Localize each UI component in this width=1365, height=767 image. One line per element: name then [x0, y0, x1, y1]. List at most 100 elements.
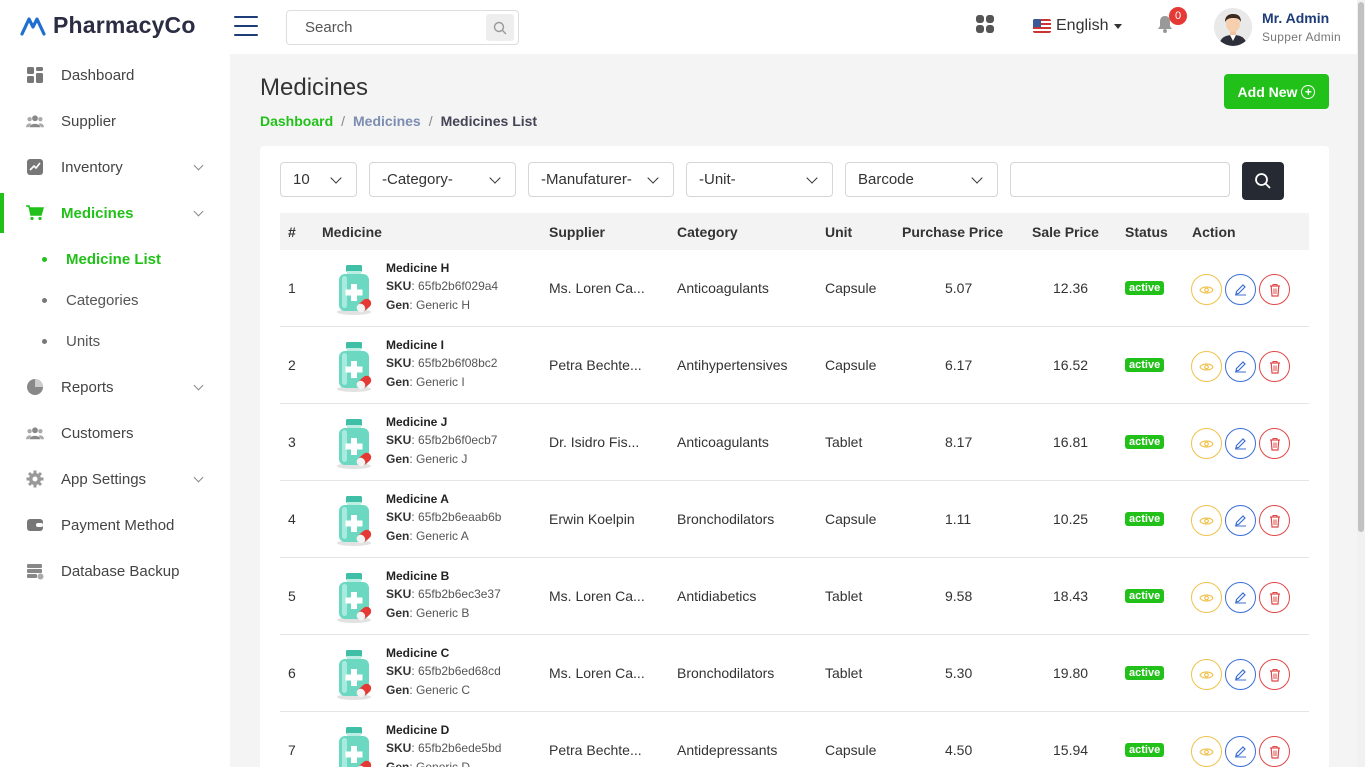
medicine-name[interactable]: Medicine J: [386, 415, 448, 429]
view-button[interactable]: [1191, 505, 1222, 536]
generic-value: Generic C: [416, 683, 471, 697]
table-row: 1 Medicine H SKU: 65fb2b6f029a4 Gen: Gen…: [280, 250, 1309, 327]
users-icon: [26, 424, 44, 442]
bullet-dot: [42, 297, 47, 303]
page-scrollbar[interactable]: [1357, 0, 1365, 767]
sku-value: 65fb2b6ede5bd: [418, 741, 502, 755]
avatar[interactable]: [1214, 8, 1252, 46]
sidebar-item-medicines[interactable]: Medicines: [0, 193, 230, 233]
manufacturer-select[interactable]: -Manufaturer-: [528, 162, 674, 197]
sidebar-item-app-settings[interactable]: App Settings: [0, 459, 230, 499]
sidebar-item-label: Medicines: [61, 204, 134, 222]
medicine-name[interactable]: Medicine B: [386, 569, 450, 583]
sidebar-subitem-categories[interactable]: Categories: [0, 283, 230, 317]
add-new-label: Add New: [1237, 83, 1298, 100]
bullet-dot: [42, 338, 47, 344]
unit-cell: Capsule: [825, 511, 877, 527]
row-number: 3: [288, 434, 296, 450]
cart-icon: [26, 204, 44, 222]
sidebar-subitem-units[interactable]: Units: [0, 324, 230, 358]
status-badge: active: [1125, 281, 1165, 295]
unit-select[interactable]: -Unit-: [686, 162, 833, 197]
delete-button[interactable]: [1259, 659, 1290, 690]
generic-value: Generic D: [416, 760, 471, 767]
supplier-cell: Ms. Loren Ca...: [549, 588, 645, 604]
plus-circle-icon: +: [1301, 84, 1316, 99]
delete-button[interactable]: [1259, 351, 1290, 382]
delete-button[interactable]: [1259, 582, 1290, 613]
medicine-sku: SKU: 65fb2b6eaab6b: [386, 510, 502, 524]
sidebar-item-database-backup[interactable]: Database Backup: [0, 551, 230, 591]
medicine-name[interactable]: Medicine C: [386, 646, 450, 660]
bell-icon[interactable]: [1156, 14, 1174, 34]
medicine-name[interactable]: Medicine A: [386, 492, 449, 506]
view-button[interactable]: [1191, 582, 1222, 613]
brand-logo[interactable]: PharmacyCo: [20, 12, 196, 39]
per-page-select[interactable]: 10: [280, 162, 357, 197]
sidebar-item-payment-method[interactable]: Payment Method: [0, 505, 230, 545]
medicine-generic: Gen: Generic A: [386, 529, 469, 543]
edit-button[interactable]: [1225, 428, 1256, 459]
menu-toggle-icon[interactable]: [234, 16, 258, 36]
edit-button[interactable]: [1225, 736, 1256, 767]
trash-icon: [1269, 283, 1280, 297]
sidebar-subitem-medicine-list[interactable]: Medicine List: [0, 242, 230, 276]
logo-icon: [20, 16, 46, 36]
sidebar-item-dashboard[interactable]: Dashboard: [0, 55, 230, 95]
language-selector[interactable]: English: [1033, 17, 1123, 35]
sale-price-cell: 15.94: [1053, 742, 1089, 758]
delete-button[interactable]: [1259, 428, 1290, 459]
delete-button[interactable]: [1259, 274, 1290, 305]
medicine-bottle-icon: [337, 496, 372, 546]
sidebar-subitem-label: Categories: [66, 291, 139, 309]
supplier-cell: Petra Bechte...: [549, 357, 642, 373]
category-select[interactable]: -Category-: [369, 162, 516, 197]
view-button[interactable]: [1191, 351, 1222, 382]
search-input[interactable]: [287, 11, 477, 44]
filter-search-button[interactable]: [1242, 162, 1284, 200]
generic-value: Generic A: [416, 529, 469, 543]
unit-cell: Capsule: [825, 357, 877, 373]
medicine-name[interactable]: Medicine H: [386, 261, 450, 275]
eye-icon: [1199, 670, 1214, 679]
supplier-cell: Petra Bechte...: [549, 742, 642, 758]
edit-button[interactable]: [1225, 351, 1256, 382]
brand-name: PharmacyCo: [53, 12, 196, 38]
medicine-generic: Gen: Generic D: [386, 760, 470, 767]
medicine-bottle-icon: [337, 419, 372, 469]
sidebar-item-reports[interactable]: Reports: [0, 367, 230, 407]
view-button[interactable]: [1191, 274, 1222, 305]
sku-value: 65fb2b6ec3e37: [418, 587, 501, 601]
table-row: 5 Medicine B SKU: 65fb2b6ec3e37 Gen: Gen…: [280, 558, 1309, 635]
col-sale-price: Sale Price: [1032, 224, 1099, 240]
breadcrumb-dashboard[interactable]: Dashboard: [260, 113, 334, 129]
chevron-down-icon: [330, 172, 342, 184]
delete-button[interactable]: [1259, 736, 1290, 767]
edit-button[interactable]: [1225, 659, 1256, 690]
edit-button[interactable]: [1225, 582, 1256, 613]
breadcrumb-medicines[interactable]: Medicines: [353, 113, 421, 129]
view-button[interactable]: [1191, 428, 1222, 459]
barcode-select[interactable]: Barcode: [845, 162, 998, 197]
view-button[interactable]: [1191, 736, 1222, 767]
supplier-cell: Ms. Loren Ca...: [549, 280, 645, 296]
search-button[interactable]: [486, 14, 514, 41]
scrollbar-thumb[interactable]: [1358, 2, 1364, 532]
pencil-icon: [1235, 438, 1246, 450]
medicine-name[interactable]: Medicine D: [386, 723, 450, 737]
delete-button[interactable]: [1259, 505, 1290, 536]
medicine-generic: Gen: Generic B: [386, 606, 470, 620]
col-number: #: [288, 224, 296, 240]
sidebar-item-label: Payment Method: [61, 516, 175, 534]
filter-text-input[interactable]: [1010, 162, 1230, 197]
edit-button[interactable]: [1225, 505, 1256, 536]
sidebar-item-customers[interactable]: Customers: [0, 413, 230, 453]
medicine-name[interactable]: Medicine I: [386, 338, 445, 352]
apps-grid-icon[interactable]: [976, 15, 994, 33]
add-new-button[interactable]: Add New +: [1224, 74, 1329, 109]
sidebar-item-supplier[interactable]: Supplier: [0, 101, 230, 141]
sidebar-item-inventory[interactable]: Inventory: [0, 147, 230, 187]
view-button[interactable]: [1191, 659, 1222, 690]
user-info[interactable]: Mr. Admin Supper Admin: [1262, 10, 1341, 44]
edit-button[interactable]: [1225, 274, 1256, 305]
